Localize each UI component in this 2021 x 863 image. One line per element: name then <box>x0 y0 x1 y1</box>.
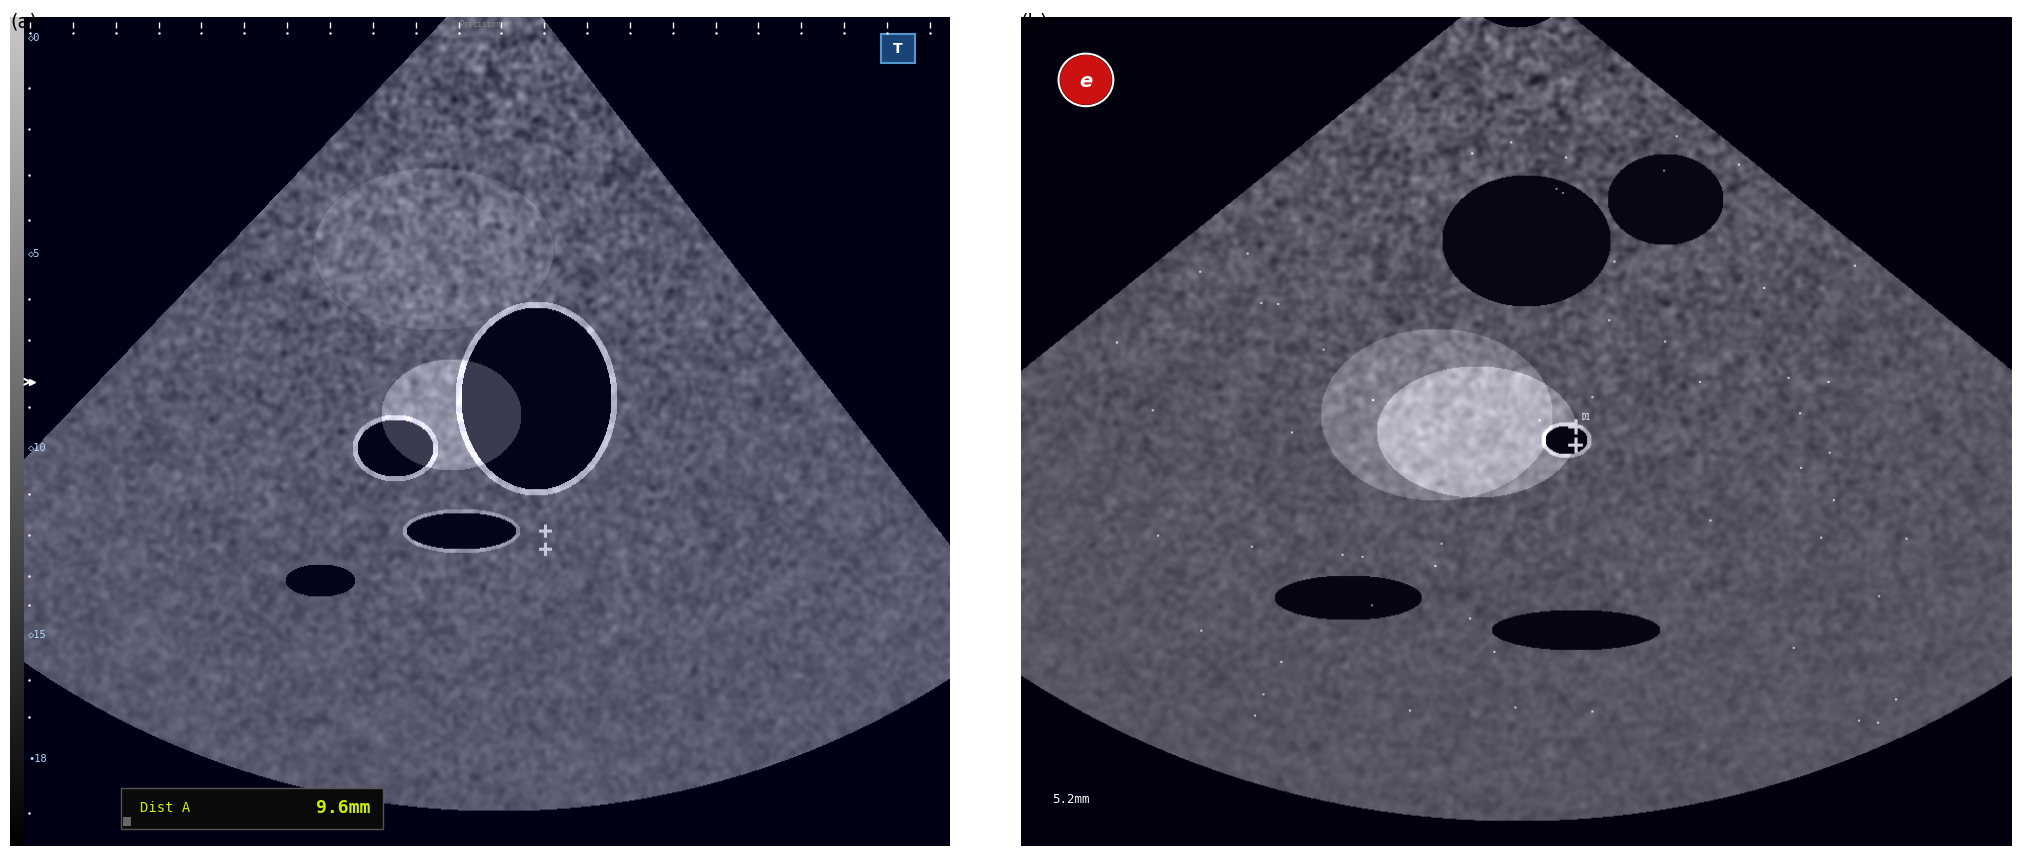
Text: (b): (b) <box>1021 13 1049 32</box>
Text: (a): (a) <box>10 13 36 32</box>
Text: Precision: Precision <box>459 21 501 29</box>
Text: ◇0: ◇0 <box>28 33 40 43</box>
Text: ◇10: ◇10 <box>28 443 46 453</box>
Text: ◇15: ◇15 <box>28 629 46 639</box>
Text: •18: •18 <box>28 753 46 764</box>
FancyBboxPatch shape <box>881 35 916 63</box>
Text: 9.6mm: 9.6mm <box>315 799 370 817</box>
Text: Dist A: Dist A <box>139 802 190 816</box>
Text: D1: D1 <box>1580 413 1591 422</box>
FancyBboxPatch shape <box>123 817 131 826</box>
Text: ◇5: ◇5 <box>28 249 40 258</box>
FancyBboxPatch shape <box>121 788 384 828</box>
Circle shape <box>1061 55 1112 104</box>
Text: T: T <box>893 41 903 55</box>
Text: 5.2mm: 5.2mm <box>1053 793 1089 806</box>
Text: e: e <box>1079 72 1093 91</box>
